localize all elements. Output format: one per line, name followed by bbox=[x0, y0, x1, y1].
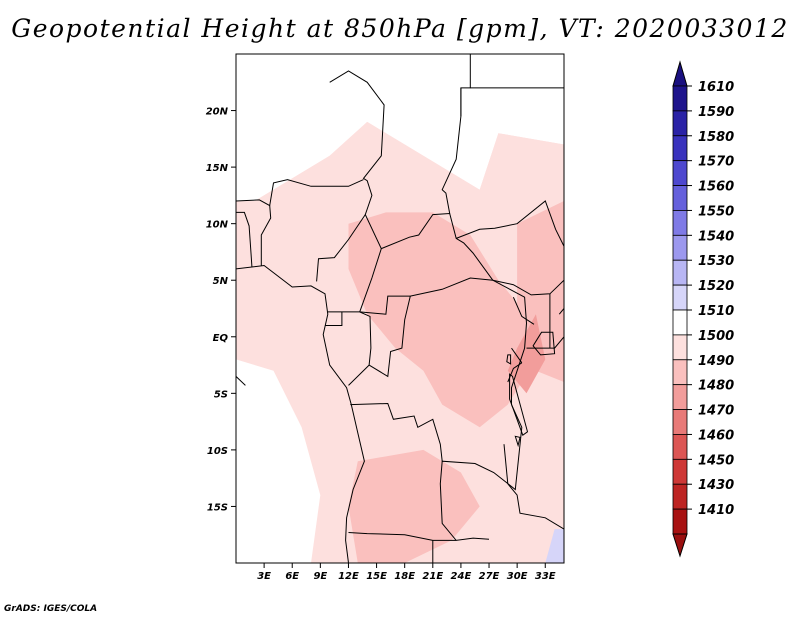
lat-tick-label: EQ bbox=[213, 333, 229, 344]
colorbar-swatch bbox=[672, 259, 688, 286]
boundary-line bbox=[511, 347, 523, 364]
colorbar-top-arrow bbox=[672, 60, 688, 87]
colorbar-swatch bbox=[672, 160, 688, 186]
lat-tick-label: 10N bbox=[206, 220, 229, 231]
colorbar-swatch bbox=[672, 110, 688, 137]
boundaries-layer bbox=[236, 54, 564, 563]
boundary-line bbox=[236, 179, 364, 207]
colorbar-label: 1410 bbox=[698, 503, 734, 518]
boundary-line bbox=[329, 70, 385, 313]
lat-tick-label: 5N bbox=[213, 276, 229, 287]
lon-tick-label: 21E bbox=[422, 571, 443, 582]
colorbar-label: 1560 bbox=[698, 180, 734, 195]
lake-outline bbox=[532, 331, 556, 356]
colorbar-label: 1510 bbox=[698, 304, 734, 319]
colorbar-swatch bbox=[672, 384, 688, 410]
field-region-congo-basin bbox=[348, 212, 536, 428]
colorbar-label: 1430 bbox=[698, 478, 734, 493]
lat-tick-label: 15N bbox=[206, 163, 229, 174]
lon-tick-label: 3E bbox=[257, 571, 271, 582]
boundary-line bbox=[558, 308, 564, 315]
colorbar-swatch bbox=[672, 409, 688, 435]
colorbar-label: 1570 bbox=[698, 155, 734, 170]
map-title: Geopotential Height at 850hPa [gpm], VT:… bbox=[11, 14, 789, 43]
lat-tick-label: 20N bbox=[206, 107, 229, 118]
boundary-line bbox=[456, 200, 564, 247]
colorbar-label: 1480 bbox=[698, 379, 734, 394]
lon-tick-label: 15E bbox=[366, 571, 387, 582]
lon-tick-label: 12E bbox=[338, 571, 359, 582]
colorbar-swatch bbox=[672, 359, 688, 386]
colorbar-label: 1470 bbox=[698, 404, 734, 419]
boundary-line bbox=[316, 214, 366, 282]
boundary-line bbox=[512, 296, 535, 325]
colorbar-label: 1590 bbox=[698, 105, 734, 120]
lon-tick-label: 30E bbox=[507, 571, 528, 582]
boundary-line bbox=[236, 376, 246, 386]
colorbar-swatch bbox=[672, 284, 688, 311]
boundary-line bbox=[348, 311, 372, 386]
boundary-line bbox=[350, 402, 443, 462]
field-region-west-coast-light bbox=[236, 359, 321, 563]
map-frame bbox=[235, 53, 565, 564]
lon-tick-label: 6E bbox=[285, 571, 299, 582]
colorbar-swatch bbox=[672, 434, 688, 460]
boundary-line bbox=[260, 205, 272, 266]
lake-outline bbox=[509, 373, 529, 436]
lake-outline bbox=[514, 435, 521, 448]
boundary-line bbox=[236, 264, 365, 563]
colorbar-label: 1550 bbox=[698, 204, 734, 219]
colorbar-label: 1530 bbox=[698, 254, 734, 269]
colorbar-swatch bbox=[672, 210, 688, 236]
colorbar-swatch bbox=[672, 309, 688, 336]
boundary-line bbox=[368, 295, 411, 378]
boundary-line bbox=[503, 444, 564, 530]
colorbar-label: 1580 bbox=[698, 130, 734, 145]
lat-tick-label: 10S bbox=[207, 446, 228, 457]
lon-tick-label: 33E bbox=[535, 571, 556, 582]
lon-tick-label: 24E bbox=[451, 571, 472, 582]
colorbar-swatch bbox=[672, 334, 688, 361]
lat-tick-label: 15S bbox=[207, 502, 228, 513]
boundary-line bbox=[492, 279, 564, 296]
lake-outline bbox=[506, 354, 512, 365]
lat-tick-label: 5S bbox=[214, 389, 228, 400]
boundary-line bbox=[325, 311, 343, 326]
boundary-line bbox=[236, 211, 253, 267]
boundary-line bbox=[441, 54, 471, 214]
colorbar-label: 1490 bbox=[698, 354, 734, 369]
colorbar-label: 1520 bbox=[698, 279, 734, 294]
lon-tick-label: 18E bbox=[394, 571, 415, 582]
boundary-line bbox=[327, 277, 528, 541]
colorbar-bottom-arrow bbox=[672, 533, 688, 558]
colorbar-label: 1540 bbox=[698, 229, 734, 244]
field-region-mozambique-high bbox=[545, 529, 564, 563]
colorbar-label: 1450 bbox=[698, 453, 734, 468]
field-region-sahel-north bbox=[236, 54, 564, 201]
colorbar-swatch bbox=[672, 85, 688, 112]
boundary-line bbox=[348, 532, 457, 541]
colorbar-label: 1610 bbox=[698, 80, 734, 95]
colorbar-label: 1460 bbox=[698, 428, 734, 443]
lon-tick-label: 27E bbox=[479, 571, 500, 582]
field-region-rift-low bbox=[507, 314, 546, 394]
colorbar-swatch bbox=[672, 135, 688, 162]
colorbar-swatch bbox=[672, 483, 688, 510]
field-region-angola-zambia bbox=[348, 449, 480, 563]
colorbar-swatch bbox=[672, 185, 688, 211]
colorbar-swatch bbox=[672, 234, 688, 261]
colorbar-swatch bbox=[672, 458, 688, 485]
colorbar-label: 1500 bbox=[698, 329, 734, 344]
field-layer bbox=[236, 54, 564, 563]
lon-tick-label: 9E bbox=[313, 571, 327, 582]
colorbar: 1610 1590 1580 1570 1560 1550 1540 1530 1520 1510… bbox=[672, 60, 734, 558]
grads-credit: GrADS: IGES/COLA bbox=[4, 604, 98, 614]
colorbar-swatch bbox=[672, 508, 688, 535]
